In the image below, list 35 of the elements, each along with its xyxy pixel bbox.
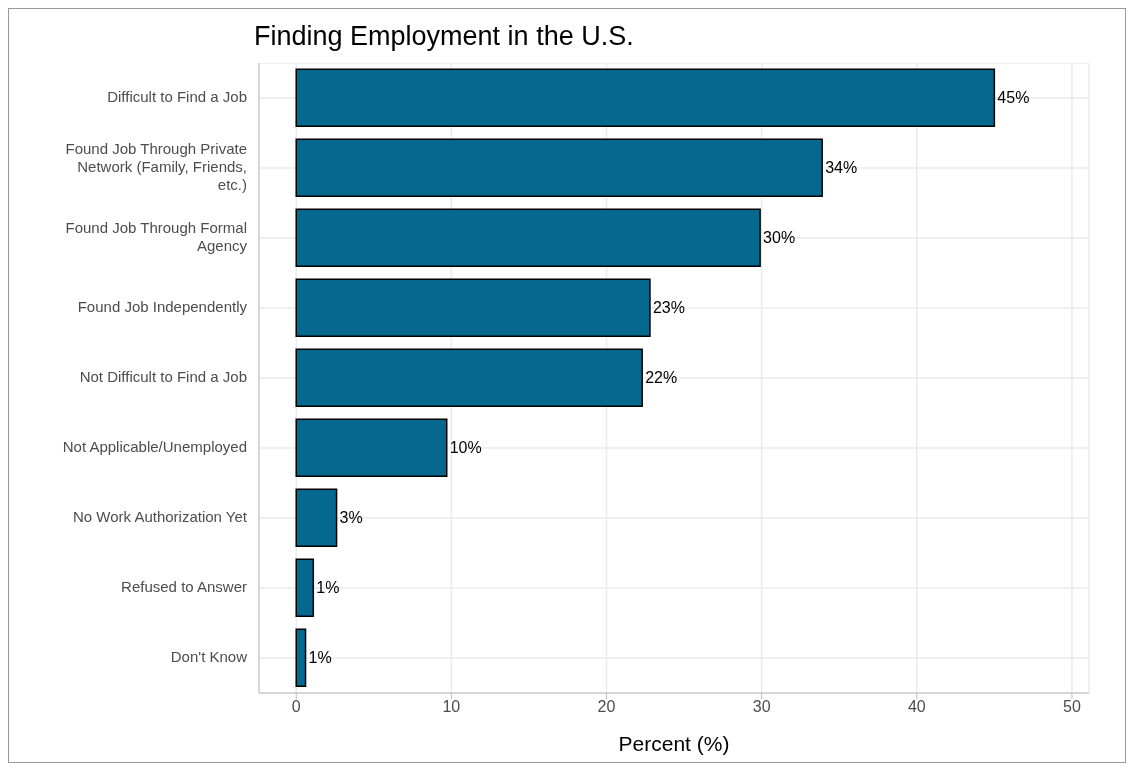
data-label: 34% bbox=[825, 159, 858, 177]
data-label: 30% bbox=[763, 229, 796, 247]
data-label: 3% bbox=[339, 509, 363, 527]
y-tick-label: Not Difficult to Find a Job bbox=[79, 367, 247, 385]
y-tick-label: Not Applicable/Unemployed bbox=[62, 437, 247, 455]
y-tick-label: Difficult to Find a Job bbox=[107, 87, 247, 105]
bar bbox=[295, 208, 761, 268]
x-tick-label: 20 bbox=[597, 698, 616, 716]
y-tick-label: Found Job Independently bbox=[77, 297, 248, 315]
y-tick-label: Don't Know bbox=[170, 647, 248, 665]
x-tick-label: 0 bbox=[291, 698, 301, 716]
data-label: 45% bbox=[997, 89, 1030, 107]
data-label: 22% bbox=[645, 369, 678, 387]
y-tick-label: Refused to Answer bbox=[121, 577, 247, 595]
x-tick-label: 30 bbox=[752, 698, 771, 716]
bar bbox=[295, 488, 338, 548]
bar bbox=[295, 558, 315, 618]
bar bbox=[295, 138, 823, 198]
y-tick-label: Found Job Through Private Network (Family, Friends, etc.) bbox=[65, 139, 247, 193]
bar bbox=[295, 68, 996, 128]
bar bbox=[295, 278, 651, 338]
x-tick-label: 10 bbox=[442, 698, 461, 716]
data-label: 10% bbox=[449, 439, 482, 457]
data-label: 1% bbox=[308, 649, 332, 667]
x-tick-label: 40 bbox=[907, 698, 926, 716]
data-label: 23% bbox=[652, 299, 685, 317]
data-label: 1% bbox=[316, 579, 340, 597]
y-tick-label: No Work Authorization Yet bbox=[73, 507, 248, 525]
chart-title: Finding Employment in the U.S. bbox=[253, 20, 635, 53]
bar bbox=[295, 628, 307, 688]
bar bbox=[295, 418, 448, 478]
bar bbox=[295, 348, 643, 408]
x-tick-label: 50 bbox=[1063, 698, 1081, 716]
y-tick-label: Found Job Through Formal Agency bbox=[65, 218, 248, 254]
x-axis-title: Percent (%) bbox=[618, 732, 730, 755]
